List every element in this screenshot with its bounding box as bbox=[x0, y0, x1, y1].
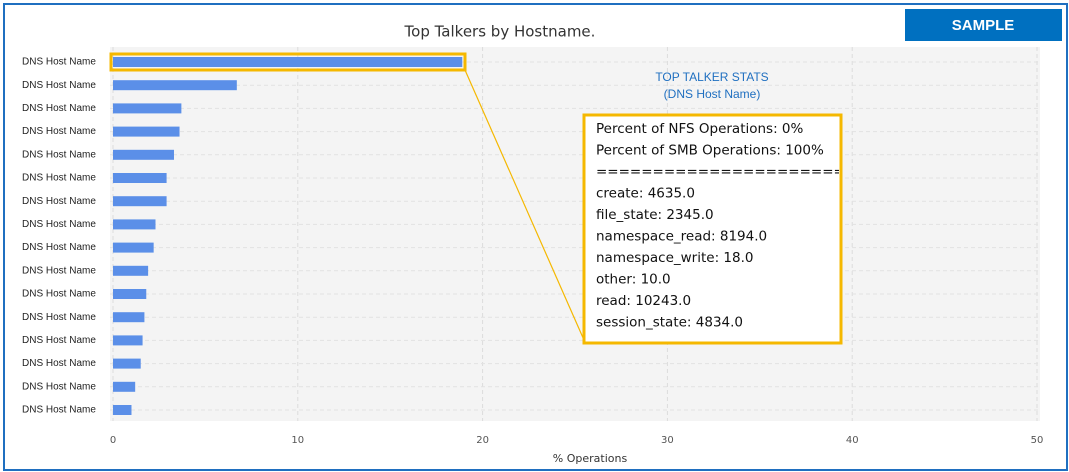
y-tick-label: DNS Host Name bbox=[22, 219, 96, 230]
annotation-line: ====================== bbox=[596, 164, 845, 180]
y-tick-label: DNS Host Name bbox=[22, 196, 96, 207]
x-tick-label: 50 bbox=[1031, 435, 1044, 446]
bar bbox=[113, 405, 132, 415]
x-tick-label: 0 bbox=[110, 435, 116, 446]
y-tick-label: DNS Host Name bbox=[22, 265, 96, 276]
connector bbox=[464, 69, 585, 341]
annotation-box bbox=[582, 113, 843, 345]
bar bbox=[113, 149, 174, 160]
x-tick-label: 10 bbox=[291, 435, 304, 446]
annotation-content: Percent of NFS Operations: 0% Percent of … bbox=[596, 121, 845, 331]
bar bbox=[113, 219, 156, 230]
bar bbox=[113, 196, 167, 207]
bar bbox=[113, 312, 145, 323]
annotation-line: session_state: 4834.0 bbox=[596, 315, 743, 331]
annotation-line: create: 4635.0 bbox=[596, 186, 695, 202]
y-tick-label: DNS Host Name bbox=[22, 381, 96, 392]
annotation-line: file_state: 2345.0 bbox=[596, 207, 714, 223]
y-tick-label: DNS Host Name bbox=[22, 126, 96, 137]
annotation-subtitle: (DNS Host Name) bbox=[664, 87, 761, 101]
annotation-line: other: 10.0 bbox=[596, 272, 671, 288]
chart-title: Top Talkers by Hostname. bbox=[404, 23, 596, 41]
bar bbox=[113, 265, 149, 276]
annotation-line: read: 10243.0 bbox=[596, 293, 691, 309]
annotation-line: namespace_read: 8194.0 bbox=[596, 229, 767, 245]
bar bbox=[113, 242, 154, 253]
y-tick-label: DNS Host Name bbox=[22, 149, 96, 160]
x-tick-label: 30 bbox=[661, 435, 674, 446]
bar bbox=[113, 335, 143, 346]
bar bbox=[113, 173, 167, 183]
x-axis-label: % Operations bbox=[553, 452, 628, 465]
annotation-line: Percent of NFS Operations: 0% bbox=[596, 121, 804, 137]
y-tick-label: DNS Host Name bbox=[22, 57, 96, 68]
bar bbox=[113, 80, 237, 91]
bar bbox=[113, 289, 147, 299]
bar bbox=[113, 381, 136, 392]
bar bbox=[113, 103, 182, 114]
y-tick-label: DNS Host Name bbox=[22, 312, 96, 323]
y-tick-label: DNS Host Name bbox=[22, 173, 96, 184]
annotation-title: TOP TALKER STATS bbox=[655, 70, 768, 84]
bar bbox=[113, 57, 463, 67]
y-tick-label: DNS Host Name bbox=[22, 289, 96, 300]
x-tick-label: 40 bbox=[846, 435, 859, 446]
annotation-line: namespace_write: 18.0 bbox=[596, 250, 753, 266]
highlight bbox=[109, 52, 467, 72]
y-tick-label: DNS Host Name bbox=[22, 103, 96, 114]
y-tick-label: DNS Host Name bbox=[22, 335, 96, 346]
y-tick-label: DNS Host Name bbox=[22, 242, 96, 253]
bar bbox=[113, 358, 141, 369]
y-tick-label: DNS Host Name bbox=[22, 405, 96, 416]
badge-text: SAMPLE bbox=[952, 17, 1015, 34]
plot-area bbox=[110, 47, 1040, 421]
annotation-line: Percent of SMB Operations: 100% bbox=[596, 143, 824, 159]
y-tick-label: DNS Host Name bbox=[22, 80, 96, 91]
x-tick-label: 20 bbox=[476, 435, 489, 446]
badge bbox=[905, 9, 1062, 41]
y-tick-label: DNS Host Name bbox=[22, 358, 96, 369]
bar bbox=[113, 126, 180, 137]
